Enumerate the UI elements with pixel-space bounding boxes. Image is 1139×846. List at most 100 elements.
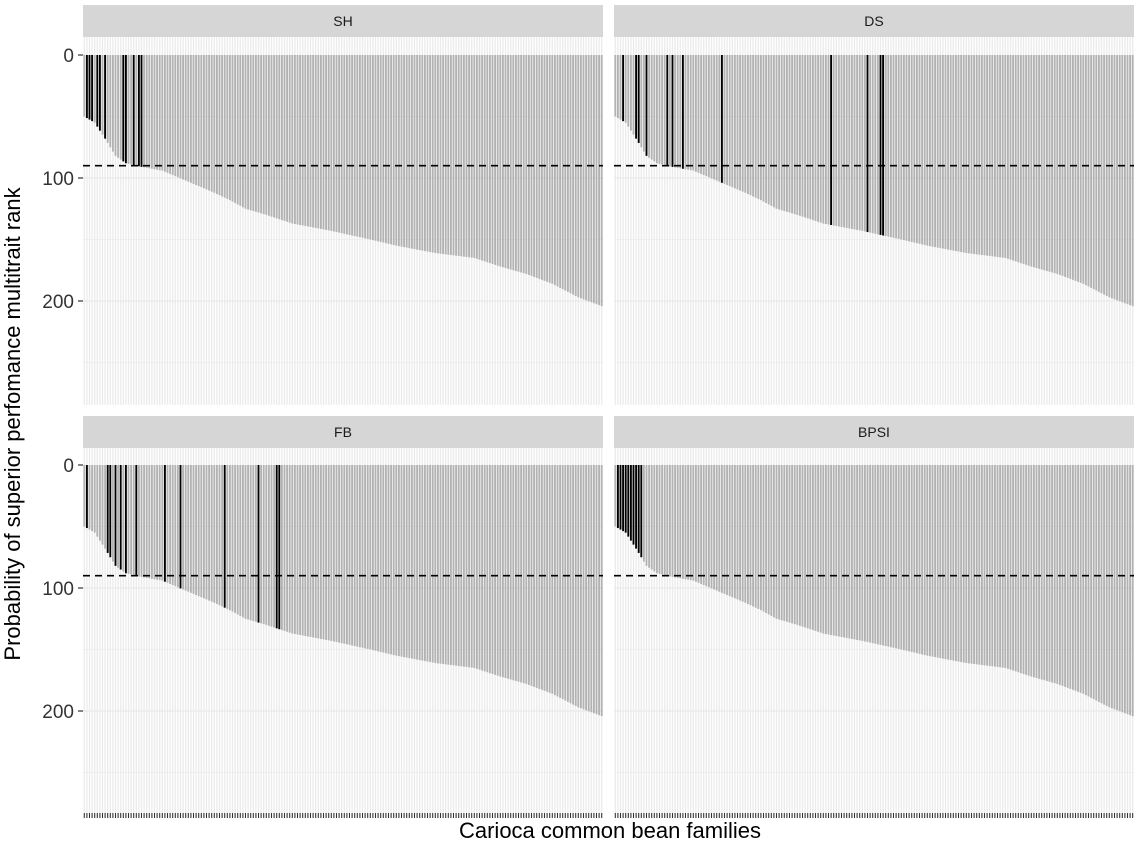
- bar: [796, 55, 799, 215]
- bar: [312, 465, 315, 638]
- bar: [840, 465, 843, 637]
- bar: [335, 465, 338, 643]
- bar: [767, 55, 770, 205]
- bar: [163, 465, 166, 582]
- bar: [356, 55, 359, 237]
- bar: [627, 465, 630, 537]
- bar: [226, 465, 229, 609]
- bar: [666, 465, 669, 576]
- bar: [88, 55, 91, 120]
- bar: [622, 55, 625, 122]
- bar: [600, 55, 603, 307]
- bar: [436, 55, 439, 254]
- bar: [447, 55, 450, 255]
- bar: [132, 55, 135, 166]
- bar: [936, 55, 939, 248]
- bar: [85, 55, 88, 119]
- bar: [715, 465, 718, 591]
- bar: [739, 465, 742, 601]
- bar: [733, 55, 736, 189]
- bar: [1025, 55, 1028, 265]
- bar: [244, 465, 247, 619]
- bar: [390, 465, 393, 655]
- facet-label: SH: [333, 13, 352, 29]
- bar: [442, 55, 445, 255]
- bar: [111, 55, 114, 152]
- bar: [278, 465, 281, 630]
- bar: [270, 465, 273, 627]
- bar: [1110, 465, 1113, 709]
- bar: [265, 55, 268, 215]
- bar: [556, 55, 559, 287]
- bar: [520, 465, 523, 683]
- bar: [460, 465, 463, 667]
- bar: [884, 55, 887, 237]
- bar: [449, 465, 452, 665]
- bar: [512, 55, 515, 271]
- bar: [332, 465, 335, 642]
- bar: [1066, 465, 1069, 688]
- panel-ds: DS: [614, 5, 1134, 405]
- bar: [1084, 465, 1087, 696]
- bar: [642, 465, 645, 562]
- bar: [848, 465, 851, 639]
- bar: [655, 465, 658, 574]
- bar: [540, 55, 543, 280]
- bar: [918, 465, 921, 654]
- bar: [260, 465, 263, 624]
- bar: [546, 55, 549, 282]
- bar: [286, 55, 289, 222]
- bar: [614, 55, 617, 117]
- bar: [520, 55, 523, 273]
- bar: [970, 465, 973, 664]
- bar: [1084, 55, 1087, 286]
- bar: [457, 465, 460, 666]
- bar: [1082, 55, 1085, 284]
- bar: [856, 55, 859, 230]
- bar: [317, 55, 320, 229]
- bar: [306, 465, 309, 637]
- bar: [954, 55, 957, 252]
- bar: [1009, 55, 1012, 260]
- bar: [291, 55, 294, 224]
- panel-fb: FB 0 100 200: [42, 416, 603, 818]
- bar: [954, 465, 957, 662]
- bar: [830, 55, 833, 225]
- bar: [718, 55, 721, 182]
- bar: [1032, 55, 1035, 268]
- bar: [564, 465, 567, 701]
- bar: [1108, 465, 1111, 708]
- bar: [653, 55, 656, 162]
- bar: [158, 465, 161, 581]
- bar: [1056, 55, 1059, 274]
- bar: [892, 465, 895, 648]
- bar: [452, 55, 455, 256]
- bar: [104, 55, 107, 139]
- bar: [798, 55, 801, 216]
- bar: [423, 465, 426, 662]
- bar: [514, 55, 517, 271]
- bar: [837, 55, 840, 227]
- bar: [1012, 55, 1015, 261]
- bar: [429, 55, 432, 253]
- bar: [759, 465, 762, 611]
- bar: [382, 55, 385, 243]
- bar: [627, 55, 630, 127]
- bar: [491, 55, 494, 264]
- bar: [413, 465, 416, 660]
- bar: [148, 465, 151, 579]
- bar: [1071, 55, 1074, 280]
- bar: [923, 465, 926, 656]
- bar: [629, 55, 632, 131]
- bar: [299, 55, 302, 225]
- bar: [978, 465, 981, 665]
- bar: [1017, 55, 1020, 263]
- bar: [288, 465, 291, 633]
- bar: [624, 55, 627, 123]
- bar: [733, 465, 736, 599]
- bar: [538, 465, 541, 689]
- bar: [512, 465, 515, 681]
- bar: [325, 55, 328, 230]
- bar: [879, 55, 882, 235]
